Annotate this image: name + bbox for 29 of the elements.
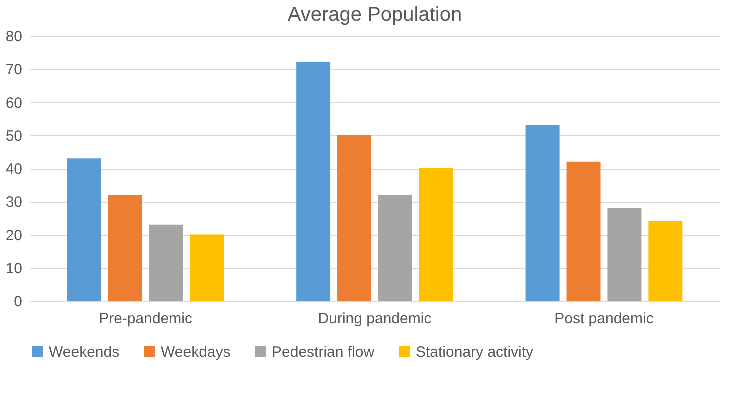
y-tick-label: 60 xyxy=(6,94,22,112)
y-tick-label: 40 xyxy=(6,161,22,178)
bar xyxy=(526,125,560,301)
y-tick-label: 0 xyxy=(14,294,22,310)
chart-title: Average Population xyxy=(288,4,462,26)
bar xyxy=(149,224,184,301)
bar xyxy=(296,62,331,301)
bar xyxy=(190,234,224,301)
bar xyxy=(608,208,642,301)
bar xyxy=(419,168,454,301)
y-tick-label: 50 xyxy=(6,128,22,145)
bar xyxy=(566,162,601,301)
legend-label: Weekends xyxy=(49,344,120,361)
y-tick-label: 20 xyxy=(6,227,22,244)
x-tick-label: Post pandemic xyxy=(554,310,654,328)
y-tick-label: 30 xyxy=(6,194,22,212)
bar xyxy=(67,158,102,301)
legend-label: Stationary activity xyxy=(416,344,534,361)
x-tick-label: Pre-pandemic xyxy=(99,310,193,328)
bar xyxy=(108,195,142,301)
y-tick-label: 80 xyxy=(6,28,22,46)
x-tick-label: During pandemic xyxy=(318,310,432,328)
bar xyxy=(338,135,372,301)
bar xyxy=(648,222,683,301)
bar xyxy=(378,195,412,301)
y-tick-label: 70 xyxy=(6,62,22,79)
y-tick-label: 10 xyxy=(6,260,22,278)
legend-label: Pedestrian flow xyxy=(272,344,375,361)
legend-label: Weekdays xyxy=(161,344,231,361)
